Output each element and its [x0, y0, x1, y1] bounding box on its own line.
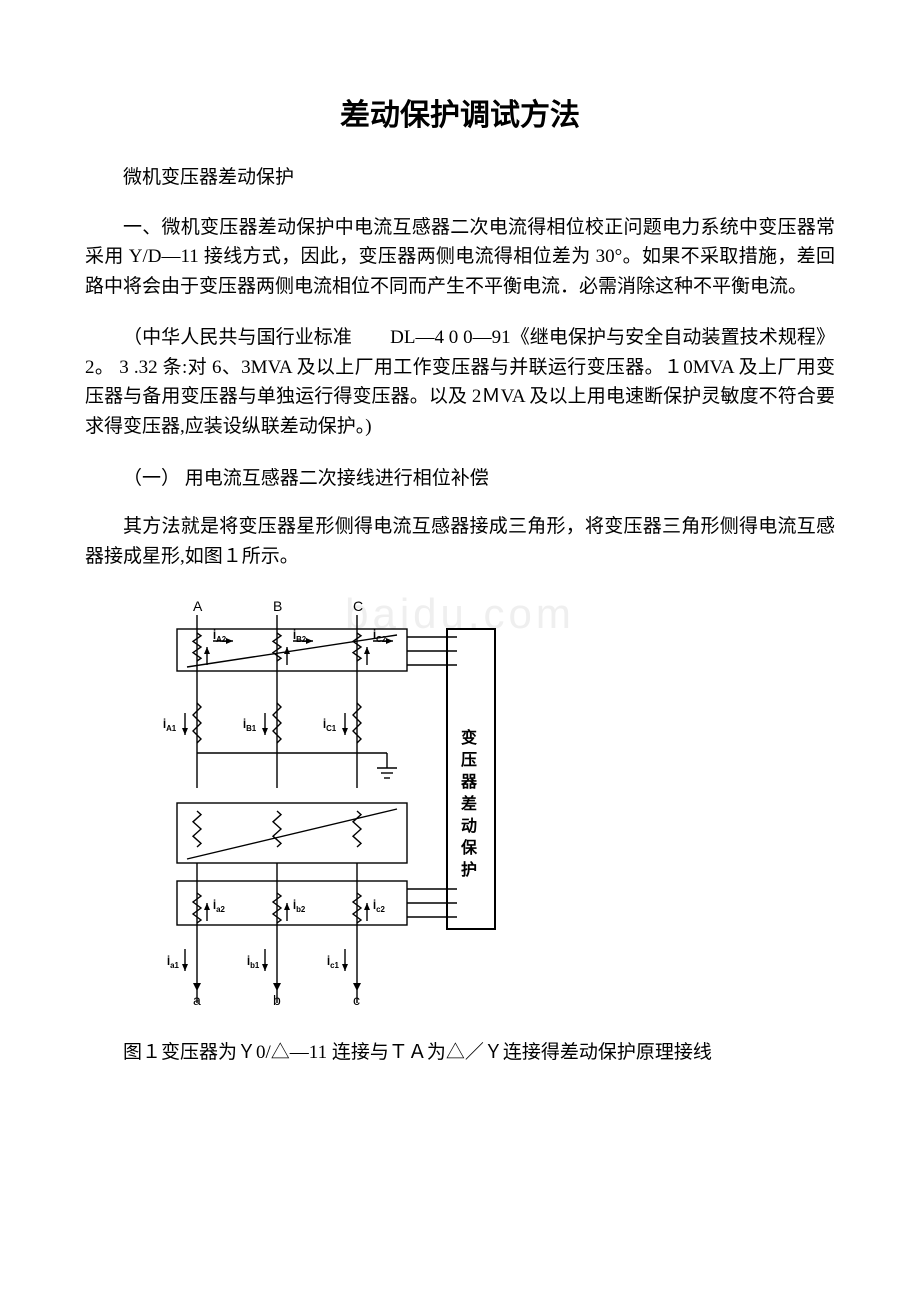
svg-text:İa2: İa2 [213, 899, 225, 914]
subtitle: 微机变压器差动保护 [85, 162, 835, 189]
paragraph-3: 其方法就是将变压器星形侧得电流互感器接成三角形，将变压器三角形侧得电流互感器接成… [85, 512, 835, 571]
svg-text:器: 器 [460, 773, 478, 791]
page-title: 差动保护调试方法 [85, 90, 835, 134]
svg-text:c: c [353, 992, 360, 1008]
figure-1: ABCİA2İB2İC2İA1İB1İC1İa2İb2İc2İa1İb1İc1a… [147, 593, 835, 1018]
svg-text:保: 保 [460, 838, 478, 857]
svg-text:İa1: İa1 [167, 955, 179, 970]
paragraph-2: （中华人民共与国行业标准 DL—4 0 0—91《继电保护与安全自动装置技术规程… [85, 323, 835, 441]
svg-text:压: 压 [461, 751, 477, 769]
svg-text:İc2: İc2 [373, 899, 385, 914]
svg-text:İb1: İb1 [247, 955, 260, 970]
figure-1-caption: 图１变压器为Ｙ0/△—11 连接与ＴＡ为△／Ｙ连接得差动保护原理接线 [85, 1038, 835, 1067]
svg-text:C: C [353, 598, 363, 614]
svg-text:变: 变 [461, 728, 477, 747]
svg-text:b: b [273, 992, 281, 1008]
svg-text:İb2: İb2 [293, 899, 306, 914]
section-1-heading: （一） 用电流互感器二次接线进行相位补偿 [85, 463, 835, 490]
paragraph-1: 一、微机变压器差动保护中电流互感器二次电流得相位校正问题电力系统中变压器常采用 … [85, 213, 835, 301]
circuit-diagram: ABCİA2İB2İC2İA1İB1İC1İa2İb2İc2İa1İb1İc1a… [147, 593, 557, 1013]
svg-text:İA1: İA1 [163, 718, 177, 733]
svg-text:差: 差 [461, 794, 477, 813]
svg-text:İB2: İB2 [293, 629, 307, 644]
svg-text:护: 护 [461, 860, 477, 879]
svg-text:a: a [193, 992, 201, 1008]
svg-text:B: B [273, 598, 282, 614]
svg-text:动: 动 [461, 817, 477, 835]
svg-text:A: A [193, 598, 203, 614]
svg-text:İA2: İA2 [213, 629, 227, 644]
svg-text:İc1: İc1 [327, 955, 339, 970]
document-body: 差动保护调试方法 微机变压器差动保护 一、微机变压器差动保护中电流互感器二次电流… [85, 90, 835, 1067]
svg-text:İC1: İC1 [323, 718, 337, 733]
svg-text:İB1: İB1 [243, 718, 257, 733]
